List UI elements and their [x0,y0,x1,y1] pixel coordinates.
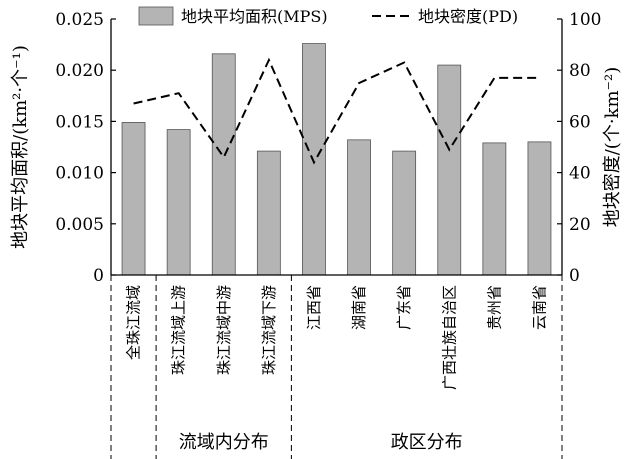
group-label-0: 流域内分布 [179,432,269,453]
y2-axis-title: 地块密度/(个·km⁻²) [602,67,623,228]
legend-bar-label: 地块平均面积(MPS) [181,7,328,26]
legend-bar-swatch [138,6,174,26]
category-label-6: 广东省 [395,285,413,330]
right-tick-label-5: 100 [569,10,601,30]
category-label-5: 湖南省 [350,285,368,330]
bar-7 [437,64,462,276]
bar-0 [121,122,146,276]
right-tick-label-4: 80 [569,61,591,81]
category-label-1: 珠江流域上游 [170,285,188,375]
line-series-pd [133,57,540,165]
category-label-7: 广西壮族自治区 [440,285,458,390]
left-tick-label-3: 0.015 [55,112,104,132]
right-tick-label-1: 20 [569,215,591,235]
bar-2 [211,53,236,276]
right-tick-label-3: 60 [569,112,591,132]
bar-3 [256,150,281,276]
legend-line-label: 地块密度(PD) [418,7,518,26]
left-tick-label-0: 0 [93,266,104,286]
bar-4 [302,43,326,276]
bar-6 [392,150,417,276]
category-label-4: 江西省 [305,285,323,330]
category-label-0: 全珠江流域 [125,285,143,360]
category-label-2: 珠江流域中游 [215,285,233,375]
category-label-8: 贵州省 [485,285,503,330]
bar-5 [347,139,371,276]
right-tick-label-2: 40 [569,164,591,184]
category-label-9: 云南省 [530,285,548,330]
left-tick-label-2: 0.010 [55,164,104,184]
y-axis-title: 地块平均面积/(km²·个⁻¹) [10,45,31,249]
left-tick-label-1: 0.005 [55,215,104,235]
bar-8 [482,142,507,276]
bar-9 [527,141,552,276]
left-tick-label-4: 0.020 [55,61,104,81]
right-tick-label-0: 0 [569,266,580,286]
group-label-1: 政区分布 [391,432,463,453]
bar-1 [166,129,191,276]
category-label-3: 珠江流域下游 [260,285,278,375]
left-tick-label-5: 0.025 [55,10,104,30]
